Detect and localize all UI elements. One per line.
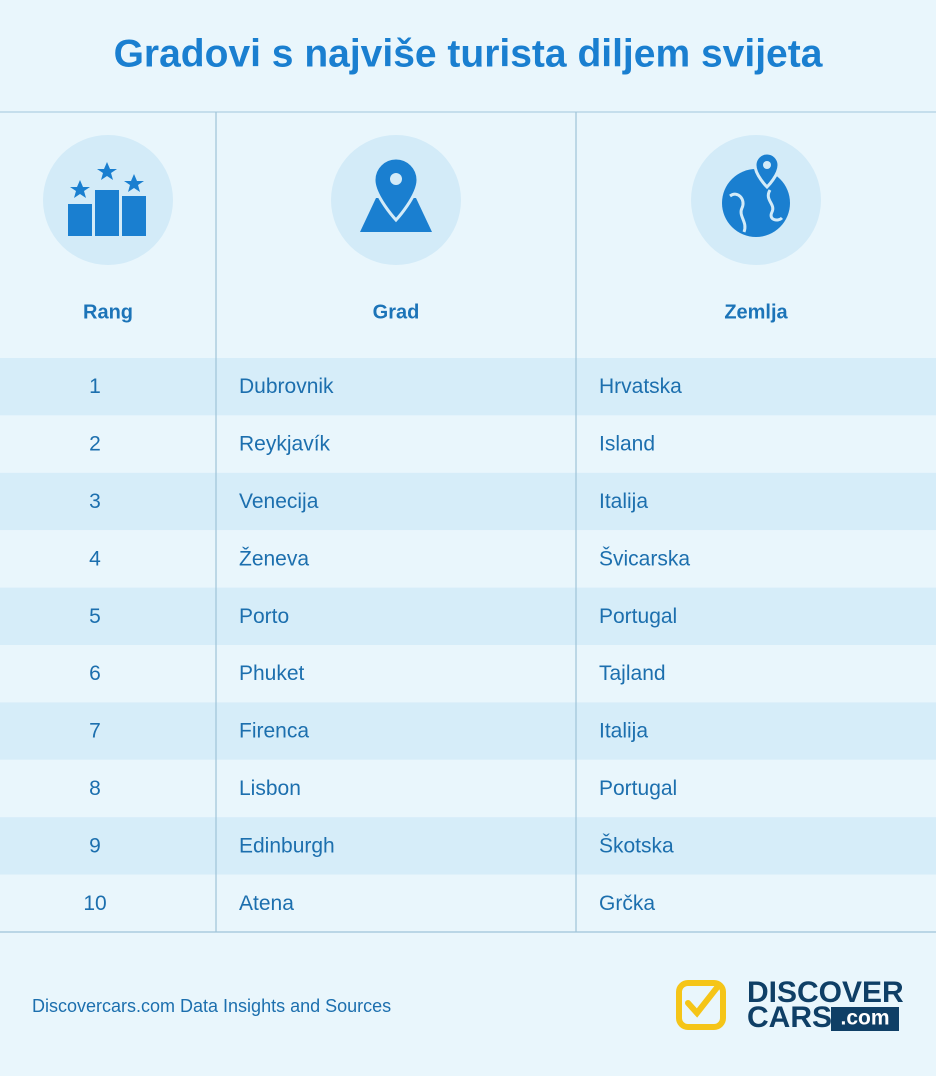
column-header: Zemlja [724, 301, 788, 323]
table-row [0, 645, 936, 703]
table-row [0, 874, 936, 932]
city-cell: Atena [239, 892, 294, 915]
rank-cell: 9 [89, 834, 101, 857]
country-icon [691, 135, 821, 265]
country-cell: Grčka [599, 892, 655, 915]
rank-cell: 10 [83, 892, 106, 915]
city-icon [331, 135, 461, 265]
logo-text: CARS [747, 1001, 832, 1034]
column-header: Grad [373, 301, 420, 323]
country-cell: Hrvatska [599, 375, 682, 398]
rank-icon [43, 135, 173, 265]
country-cell: Švicarska [599, 547, 690, 570]
country-cell: Italija [599, 490, 648, 513]
rank-cell: 1 [89, 375, 101, 398]
rank-cell: 6 [89, 662, 101, 685]
city-cell: Ženeva [239, 547, 309, 570]
country-cell: Portugal [599, 605, 677, 628]
rank-cell: 8 [89, 777, 101, 800]
table-row [0, 415, 936, 473]
logo-text: .com [840, 1007, 889, 1030]
table-row [0, 587, 936, 645]
rank-cell: 3 [89, 490, 101, 513]
city-cell: Lisbon [239, 777, 301, 800]
country-cell: Tajland [599, 662, 666, 685]
logo: DISCOVER CARS .com [676, 976, 904, 1034]
rank-cell: 2 [89, 433, 101, 456]
rank-cell: 5 [89, 605, 101, 628]
table-row [0, 358, 936, 416]
country-cell: Portugal [599, 777, 677, 800]
table-row [0, 817, 936, 875]
city-cell: Edinburgh [239, 834, 335, 857]
table-row [0, 759, 936, 818]
logo-badge [831, 1007, 899, 1031]
country-cell: Italija [599, 720, 648, 743]
city-cell: Reykjavík [239, 433, 331, 456]
title: Gradovi s najviše turista diljem svijeta [114, 32, 823, 75]
country-cell: Škotska [599, 834, 674, 857]
table-row [0, 702, 936, 760]
table-row [0, 530, 936, 588]
city-cell: Phuket [239, 662, 305, 685]
source: Discovercars.com Data Insights and Sourc… [32, 996, 391, 1016]
city-cell: Dubrovnik [239, 375, 334, 398]
city-cell: Porto [239, 605, 289, 628]
country-cell: Island [599, 433, 655, 456]
column-header: Rang [83, 301, 133, 323]
city-cell: Firenca [239, 720, 309, 743]
logo-text: DISCOVER [747, 976, 904, 1009]
rank-cell: 4 [89, 547, 101, 570]
table-body: 1 Dubrovnik Hrvatska 2 Reykjavík Island 3 Venec… [0, 358, 936, 932]
city-cell: Venecija [239, 490, 319, 513]
rank-cell: 7 [89, 720, 101, 743]
table-row [0, 472, 936, 531]
